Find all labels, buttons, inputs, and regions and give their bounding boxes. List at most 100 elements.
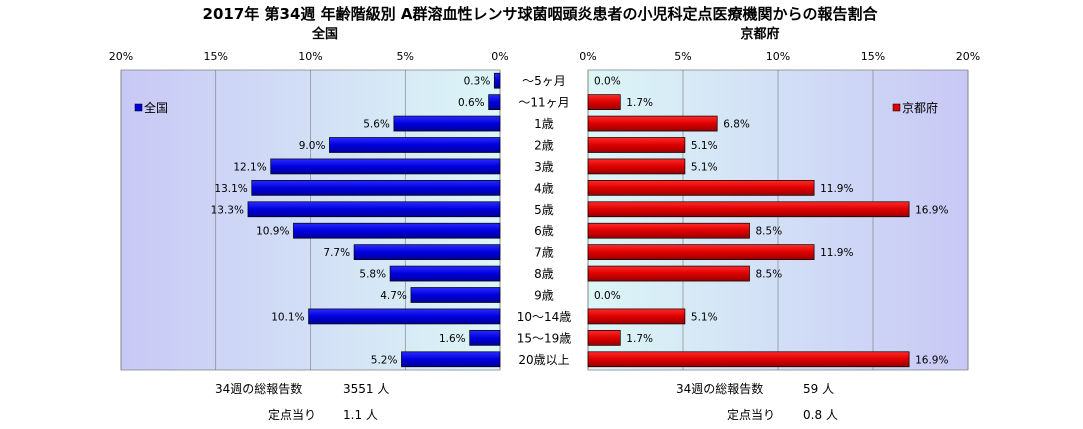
national-value-label: 5.2% bbox=[371, 354, 398, 366]
kyoto-value-label: 5.1% bbox=[691, 140, 718, 152]
kyoto-value-label: 16.9% bbox=[915, 204, 948, 216]
national-bar bbox=[488, 94, 501, 110]
kyoto-value-label: 11.9% bbox=[820, 183, 853, 195]
category-label: 15～19歳 bbox=[517, 331, 572, 345]
category-label: 2歳 bbox=[534, 139, 554, 153]
national-bar bbox=[410, 287, 501, 303]
national-bar bbox=[393, 115, 501, 132]
national-bar bbox=[389, 265, 501, 282]
national-bar bbox=[251, 180, 501, 196]
kyoto-value-label: 8.5% bbox=[756, 269, 783, 281]
national-value-label: 13.1% bbox=[214, 183, 247, 195]
kyoto-value-label: 5.1% bbox=[691, 311, 718, 323]
kyoto-bar bbox=[587, 222, 750, 239]
national-total-label: 34週の総報告数 bbox=[215, 381, 302, 396]
kyoto-legend-swatch bbox=[892, 103, 901, 112]
kyoto-tick-label: 20% bbox=[956, 50, 980, 63]
category-label: 6歳 bbox=[534, 224, 554, 238]
chart-title: 2017年 第34週 年齢階級別 A群溶血性レンサ球菌咽頭炎患者の小児科定点医療… bbox=[203, 5, 879, 23]
kyoto-value-label: 1.7% bbox=[626, 97, 653, 109]
kyoto-bars: 0.0% 1.7% 6.8% 5.1% 5.1% 11.9% 16.9% 8.5% 11.9% 8… bbox=[587, 76, 948, 368]
kyoto-value-label: 1.7% bbox=[626, 333, 653, 345]
kyoto-bar bbox=[587, 180, 815, 196]
national-tick-labels: 0% 5% 10% 15% 20% bbox=[109, 50, 509, 63]
national-tick-label: 20% bbox=[109, 50, 133, 63]
national-tick-label: 10% bbox=[298, 50, 322, 63]
kyoto-value-label: 0.0% bbox=[594, 290, 621, 302]
kyoto-tick-labels: 0% 5% 10% 15% 20% bbox=[579, 50, 980, 63]
category-label: 9歳 bbox=[534, 289, 554, 303]
category-label: 20歳以上 bbox=[518, 353, 569, 367]
national-tick-label: 0% bbox=[491, 50, 508, 63]
kyoto-per-label: 定点当り bbox=[727, 407, 775, 422]
kyoto-bar bbox=[587, 137, 686, 153]
category-label: ～5ヶ月 bbox=[522, 74, 566, 88]
national-bar bbox=[401, 351, 501, 368]
category-label: 5歳 bbox=[534, 203, 554, 217]
national-per-label: 定点当り bbox=[268, 407, 316, 422]
kyoto-tick-label: 5% bbox=[674, 50, 691, 63]
kyoto-value-label: 11.9% bbox=[820, 247, 853, 259]
kyoto-bar bbox=[587, 308, 686, 325]
kyoto-value-label: 5.1% bbox=[691, 161, 718, 173]
national-legend: 全国 bbox=[134, 100, 168, 115]
kyoto-panel-title: 京都府 bbox=[740, 26, 779, 42]
kyoto-bar bbox=[587, 330, 621, 346]
kyoto-value-label: 16.9% bbox=[915, 354, 948, 366]
national-per-value: 1.1 人 bbox=[343, 408, 378, 422]
kyoto-bar bbox=[587, 351, 910, 368]
national-bar bbox=[329, 137, 501, 153]
category-label: 10～14歳 bbox=[517, 310, 572, 324]
national-bar bbox=[270, 158, 501, 175]
national-tick-label: 15% bbox=[204, 50, 228, 63]
kyoto-value-label: 0.0% bbox=[594, 76, 621, 88]
kyoto-tick-label: 10% bbox=[766, 50, 790, 63]
category-label: 3歳 bbox=[534, 160, 554, 174]
category-label: 7歳 bbox=[534, 246, 554, 260]
national-legend-swatch bbox=[134, 103, 143, 112]
category-label: 8歳 bbox=[534, 267, 554, 281]
national-bar bbox=[469, 330, 501, 346]
national-bars: 0.3% 0.6% 5.6% 9.0% 12.1% 13.1% 13.3% 10.9% 7.7%… bbox=[211, 72, 501, 368]
kyoto-tick-label: 0% bbox=[579, 50, 596, 63]
category-label: ～11ヶ月 bbox=[518, 96, 569, 110]
category-label: 4歳 bbox=[534, 181, 554, 195]
national-bar bbox=[493, 72, 501, 89]
kyoto-bar bbox=[587, 201, 910, 218]
national-value-label: 0.6% bbox=[458, 97, 485, 109]
national-tick-label: 5% bbox=[397, 50, 414, 63]
category-labels: ～5ヶ月 ～11ヶ月 1歳 2歳 3歳 4歳 5歳 6歳 7歳 8歳 9歳 10～14歳 15～19歳 2… bbox=[517, 74, 572, 367]
kyoto-bar bbox=[587, 158, 686, 175]
kyoto-total-value: 59 人 bbox=[803, 382, 834, 396]
national-value-label: 5.6% bbox=[363, 119, 390, 131]
kyoto-bar bbox=[587, 265, 750, 282]
national-bar bbox=[308, 308, 501, 325]
kyoto-tick-label: 15% bbox=[861, 50, 885, 63]
kyoto-bar bbox=[587, 115, 718, 132]
national-value-label: 0.3% bbox=[464, 76, 491, 88]
national-value-label: 4.7% bbox=[380, 290, 407, 302]
kyoto-value-label: 6.8% bbox=[723, 119, 750, 131]
national-value-label: 10.9% bbox=[256, 226, 289, 238]
national-value-label: 7.7% bbox=[323, 247, 350, 259]
national-value-label: 13.3% bbox=[211, 204, 244, 216]
national-legend-label: 全国 bbox=[144, 100, 168, 115]
national-value-label: 1.6% bbox=[439, 333, 466, 345]
kyoto-per-value: 0.8 人 bbox=[803, 408, 838, 422]
national-panel-title: 全国 bbox=[311, 26, 338, 42]
national-value-label: 12.1% bbox=[233, 161, 266, 173]
national-value-label: 5.8% bbox=[359, 269, 386, 281]
national-value-label: 9.0% bbox=[299, 140, 326, 152]
national-bar bbox=[293, 222, 501, 239]
category-label: 1歳 bbox=[534, 117, 554, 131]
national-bar bbox=[353, 244, 501, 260]
kyoto-total-label: 34週の総報告数 bbox=[676, 381, 763, 396]
kyoto-bar bbox=[587, 94, 621, 110]
national-value-label: 10.1% bbox=[271, 311, 304, 323]
national-bar bbox=[247, 201, 501, 218]
national-total-value: 3551 人 bbox=[343, 382, 389, 396]
kyoto-legend-label: 京都府 bbox=[902, 100, 938, 115]
kyoto-value-label: 8.5% bbox=[756, 226, 783, 238]
kyoto-bar bbox=[587, 244, 815, 260]
